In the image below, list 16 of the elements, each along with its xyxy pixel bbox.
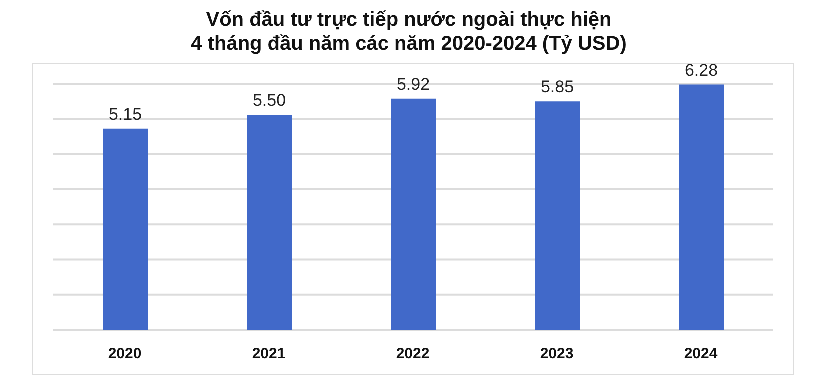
data-label: 5.92 — [396, 74, 430, 94]
x-tick-label: 2021 — [252, 346, 286, 363]
x-tick-label: 2024 — [684, 346, 718, 363]
data-label: 6.28 — [684, 60, 718, 80]
x-tick-label: 2022 — [396, 346, 430, 363]
data-label: 5.85 — [540, 78, 574, 97]
bar — [103, 128, 148, 330]
chart-title: Vốn đầu tư trực tiếp nước ngoài thực hiện 4 tháng đầu năm các năm 2020-2024 (Tỷ USD) — [191, 9, 627, 55]
x-tick-label: 2020 — [108, 346, 142, 363]
bar — [679, 84, 724, 330]
data-label: 5.50 — [252, 91, 286, 110]
bar — [391, 98, 436, 330]
bar — [247, 115, 292, 330]
bar — [535, 102, 580, 330]
x-tick-label: 2023 — [540, 346, 574, 363]
data-label: 5.15 — [108, 104, 142, 124]
